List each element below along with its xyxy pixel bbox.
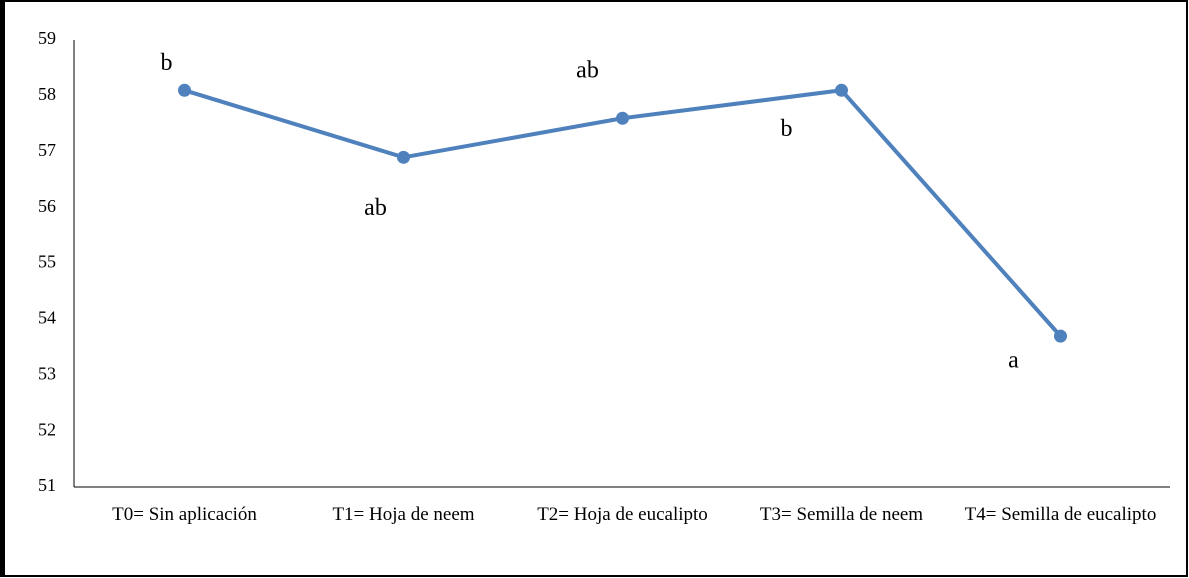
data-point bbox=[616, 111, 629, 125]
annotation: ab bbox=[576, 58, 599, 84]
data-point bbox=[397, 150, 410, 164]
y-tick-label: 53 bbox=[38, 363, 56, 383]
x-tick-label: T1= Hoja de neem bbox=[332, 504, 475, 525]
data-point bbox=[835, 83, 848, 97]
y-tick-label: 59 bbox=[38, 28, 56, 48]
x-tick-label: T0= Sin aplicación bbox=[112, 504, 257, 525]
annotation: b bbox=[161, 50, 173, 76]
y-tick-label: 54 bbox=[38, 308, 56, 328]
y-tick-label: 55 bbox=[38, 252, 56, 272]
x-tick-label: T3= Semilla de neem bbox=[759, 504, 924, 525]
y-tick-label: 58 bbox=[38, 84, 56, 104]
annotation: ab bbox=[364, 195, 387, 221]
x-tick-label: T2= Hoja de eucalipto bbox=[537, 504, 708, 525]
line-series bbox=[183, 88, 1062, 338]
data-point bbox=[1054, 329, 1067, 343]
data-point bbox=[178, 83, 191, 97]
y-tick-label: 57 bbox=[38, 140, 56, 160]
annotation: a bbox=[1008, 348, 1019, 374]
y-tick-label: 52 bbox=[38, 419, 56, 439]
x-tick-label: T4= Semilla de eucalipto bbox=[964, 504, 1157, 525]
y-tick-label: 56 bbox=[38, 196, 56, 216]
y-tick-label: 51 bbox=[38, 475, 56, 495]
annotation: b bbox=[781, 116, 793, 142]
